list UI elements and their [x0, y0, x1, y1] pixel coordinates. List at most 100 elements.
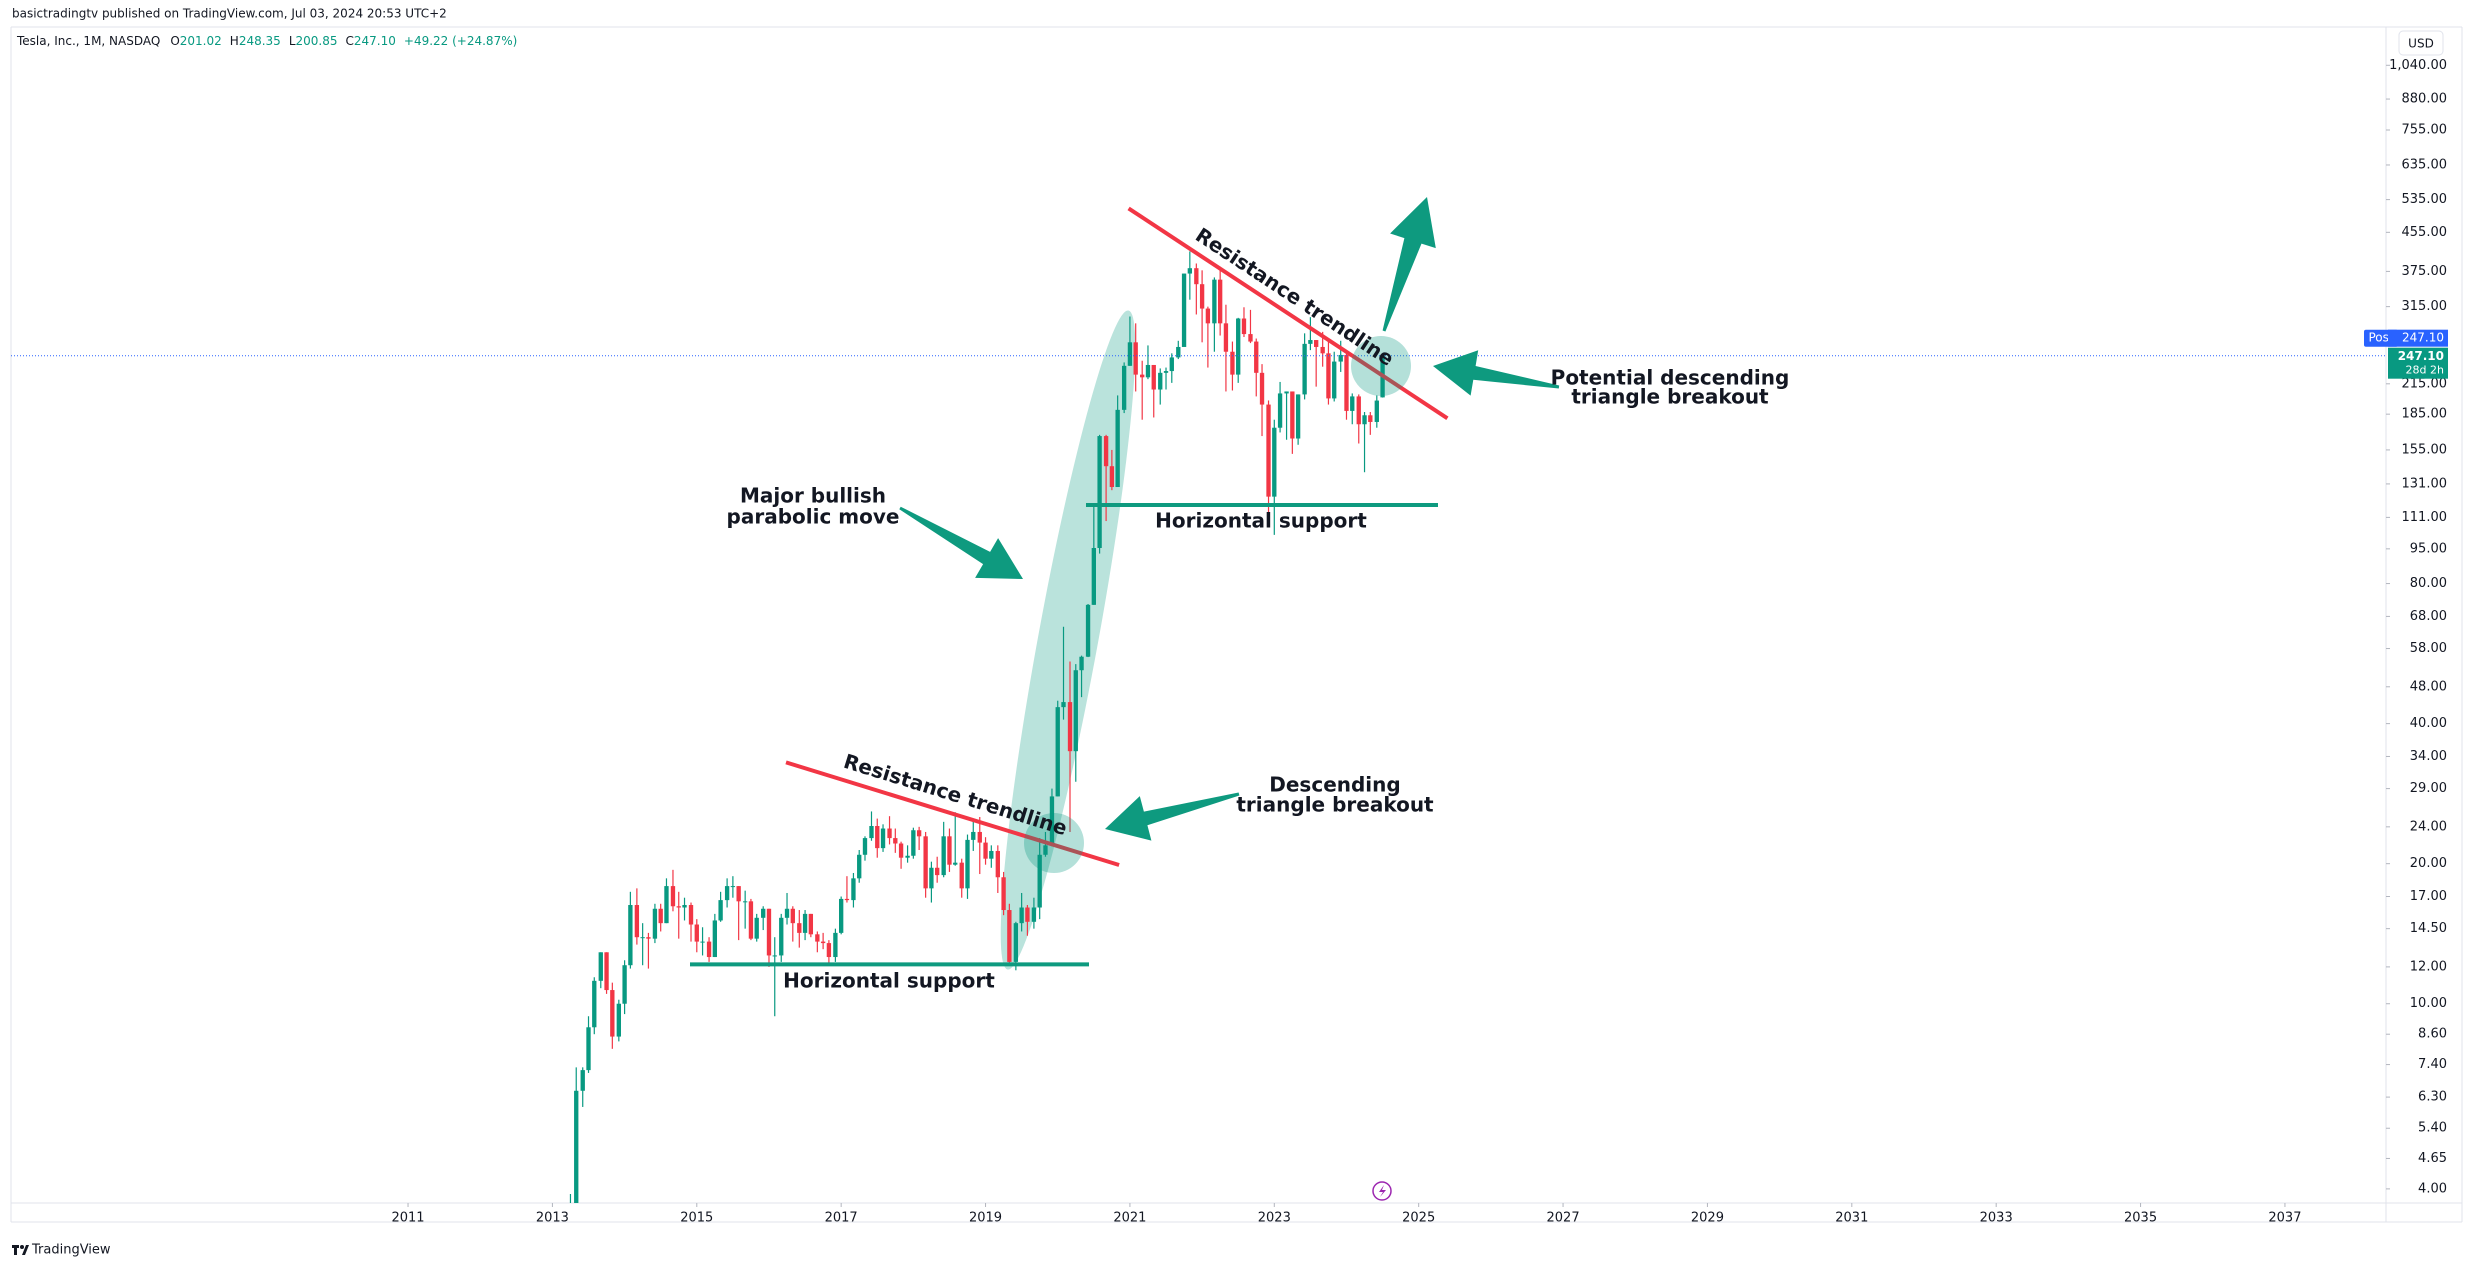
candle-body [1314, 340, 1319, 347]
arrow [1105, 792, 1240, 841]
y-tick-label: 7.40 [2418, 1057, 2447, 1072]
candle-body [1308, 340, 1313, 344]
candle-body [1295, 394, 1301, 439]
breakout-circle [1024, 813, 1084, 873]
x-tick-label: 2015 [680, 1211, 713, 1226]
candle-body [1248, 334, 1253, 342]
legend-key: H [230, 34, 239, 48]
candle-body [898, 843, 904, 858]
candle-body [784, 908, 790, 918]
session-tag: Post [2368, 331, 2393, 345]
candle-body [1205, 308, 1211, 324]
candle-body [1266, 404, 1271, 497]
candle-body [1151, 364, 1156, 390]
last-price-label: 247.10 [2398, 349, 2444, 363]
y-tick-label: 880.00 [2402, 92, 2448, 107]
x-tick-label: 2019 [969, 1211, 1002, 1226]
x-tick-label: 2021 [1113, 1211, 1146, 1226]
candle-body [1254, 341, 1259, 373]
legend-key: C [346, 34, 354, 48]
candle-body [971, 831, 976, 840]
candle-body [1158, 372, 1163, 390]
y-tick-label: 315.00 [2402, 299, 2448, 314]
candle-body [1176, 346, 1181, 358]
candle-body [826, 943, 832, 958]
resistance-line [1127, 206, 1449, 420]
y-tick-label: 4.00 [2418, 1181, 2447, 1196]
candle-body [772, 955, 777, 957]
candle-body [1236, 318, 1241, 375]
candle-body [1013, 923, 1019, 962]
y-tick-label: 535.00 [2402, 192, 2448, 207]
arrow [1382, 197, 1436, 332]
annotation: Major bullish [740, 484, 886, 508]
candle-body [947, 836, 952, 865]
y-tick-label: 48.00 [2410, 679, 2447, 694]
candle-body [628, 905, 633, 966]
candle-body [953, 862, 958, 865]
candle-body [1194, 268, 1199, 285]
candle-body [1145, 364, 1151, 378]
candle-body [652, 908, 658, 939]
candle-body [815, 934, 820, 942]
annotation: triangle breakout [1571, 385, 1769, 409]
legend-change: +49.22 (+24.87%) [404, 34, 517, 48]
annotation: Potential descending [1551, 366, 1790, 390]
candle-body [754, 917, 759, 939]
candle-body [1061, 702, 1066, 708]
annotation: parabolic move [727, 505, 900, 529]
candle-body [995, 850, 1000, 878]
y-tick-label: 20.00 [2410, 856, 2447, 871]
candle-body [1290, 391, 1295, 439]
candle-body [1115, 409, 1120, 488]
candle-body [802, 913, 808, 933]
x-tick-label: 2033 [1980, 1211, 2013, 1226]
y-tick-label: 185.00 [2402, 407, 2448, 422]
candle-body [598, 952, 603, 981]
candle-body [610, 990, 615, 1037]
candle-body [748, 901, 754, 939]
x-tick-label: 2027 [1547, 1211, 1580, 1226]
y-tick-label: 68.00 [2410, 609, 2447, 624]
candle-body [1025, 907, 1030, 922]
candle-body [790, 908, 795, 924]
candle-body [923, 836, 928, 889]
candle-body [580, 1070, 585, 1091]
candle-body [820, 941, 826, 944]
y-tick-label: 95.00 [2410, 541, 2447, 556]
annotation: Horizontal support [783, 969, 995, 993]
legend-key: L [289, 34, 296, 48]
candle-body [862, 838, 868, 855]
candle-body [688, 905, 694, 925]
candle-body [1079, 656, 1084, 671]
candle-body [1163, 371, 1169, 373]
candle-body [893, 838, 898, 844]
candle-body [983, 842, 988, 859]
post-price-box [2388, 329, 2448, 347]
candle-body [1212, 279, 1217, 324]
candle-body [670, 886, 676, 907]
candle-body [658, 908, 663, 924]
candle-body [905, 855, 910, 858]
published-note: basictradingtv published on TradingView.… [12, 7, 447, 21]
y-tick-label: 131.00 [2402, 476, 2448, 491]
currency-button[interactable] [2398, 30, 2444, 56]
candle-body [1284, 391, 1289, 394]
symbol-legend: Tesla, Inc., 1M, NASDAQ O201.02 H248.35 L20… [16, 34, 517, 48]
y-tick-label: 12.00 [2410, 959, 2447, 974]
y-tick-label: 1,040.00 [2389, 58, 2447, 73]
candle-body [706, 941, 712, 958]
y-tick-label: 34.00 [2410, 749, 2447, 764]
candle-body [916, 830, 922, 837]
legend-value: 201.02 [180, 34, 222, 48]
candle-body [857, 854, 862, 879]
brand-name: TradingView [31, 1243, 111, 1258]
currency-label[interactable]: USD [2408, 37, 2434, 51]
candle-body [1091, 547, 1096, 605]
x-tick-label: 2031 [1835, 1211, 1868, 1226]
y-tick-label: 40.00 [2410, 716, 2447, 731]
y-tick-label: 10.00 [2410, 996, 2447, 1011]
candle-body [929, 867, 934, 889]
